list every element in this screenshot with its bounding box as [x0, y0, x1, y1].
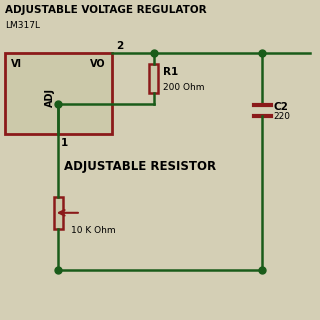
Bar [54, 197, 63, 229]
Text: VO: VO [90, 59, 106, 69]
Text: VI: VI [11, 59, 22, 69]
Text: 220: 220 [274, 112, 291, 121]
Text: 10 K Ohm: 10 K Ohm [71, 226, 116, 235]
Bar [5, 53, 112, 134]
Text: ADJ: ADJ [45, 88, 55, 107]
Text: 1: 1 [61, 138, 68, 148]
Text: C2: C2 [274, 102, 288, 112]
Bar [149, 64, 158, 93]
Text: 200 Ohm: 200 Ohm [163, 83, 205, 92]
Text: LM317L: LM317L [5, 21, 40, 30]
Text: R1: R1 [163, 67, 179, 77]
Text: ADJUSTABLE VOLTAGE REGULATOR: ADJUSTABLE VOLTAGE REGULATOR [5, 5, 206, 15]
Text: 2: 2 [116, 41, 123, 51]
Text: ADJUSTABLE RESISTOR: ADJUSTABLE RESISTOR [64, 160, 216, 173]
